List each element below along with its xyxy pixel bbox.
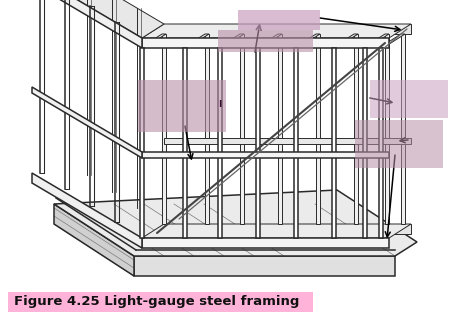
- Polygon shape: [54, 190, 417, 256]
- Polygon shape: [363, 48, 367, 238]
- Bar: [355, 120, 443, 168]
- Polygon shape: [32, 173, 142, 248]
- Polygon shape: [54, 204, 134, 276]
- Polygon shape: [142, 224, 411, 238]
- Polygon shape: [162, 34, 166, 224]
- Polygon shape: [316, 34, 320, 224]
- Polygon shape: [218, 48, 222, 238]
- Bar: [370, 80, 448, 118]
- Polygon shape: [32, 87, 142, 158]
- Bar: [218, 30, 313, 52]
- Polygon shape: [134, 256, 395, 276]
- Polygon shape: [183, 48, 187, 238]
- Text: Figure 4.25 Light-gauge steel framing: Figure 4.25 Light-gauge steel framing: [14, 296, 300, 308]
- Polygon shape: [205, 34, 209, 224]
- Polygon shape: [256, 48, 260, 238]
- Polygon shape: [379, 48, 383, 238]
- Polygon shape: [256, 34, 282, 48]
- Polygon shape: [142, 38, 389, 48]
- Polygon shape: [164, 24, 411, 34]
- Bar: [138, 80, 226, 132]
- Polygon shape: [240, 34, 244, 224]
- Polygon shape: [142, 152, 389, 158]
- Polygon shape: [354, 34, 358, 224]
- Polygon shape: [142, 24, 411, 38]
- Polygon shape: [401, 34, 405, 224]
- Bar: [8, 292, 313, 312]
- Polygon shape: [164, 138, 411, 144]
- Polygon shape: [140, 34, 166, 48]
- Polygon shape: [218, 34, 244, 48]
- Polygon shape: [294, 48, 298, 238]
- Polygon shape: [32, 0, 142, 48]
- Polygon shape: [294, 34, 320, 48]
- Bar: [238, 10, 320, 30]
- Polygon shape: [332, 34, 358, 48]
- Polygon shape: [278, 34, 282, 224]
- Polygon shape: [385, 34, 389, 224]
- Polygon shape: [142, 238, 389, 248]
- Polygon shape: [332, 48, 336, 238]
- Polygon shape: [363, 34, 389, 48]
- Polygon shape: [164, 224, 411, 234]
- Polygon shape: [379, 34, 405, 48]
- Polygon shape: [183, 34, 209, 48]
- Polygon shape: [140, 48, 144, 238]
- Polygon shape: [32, 0, 164, 38]
- Text: I: I: [219, 100, 222, 109]
